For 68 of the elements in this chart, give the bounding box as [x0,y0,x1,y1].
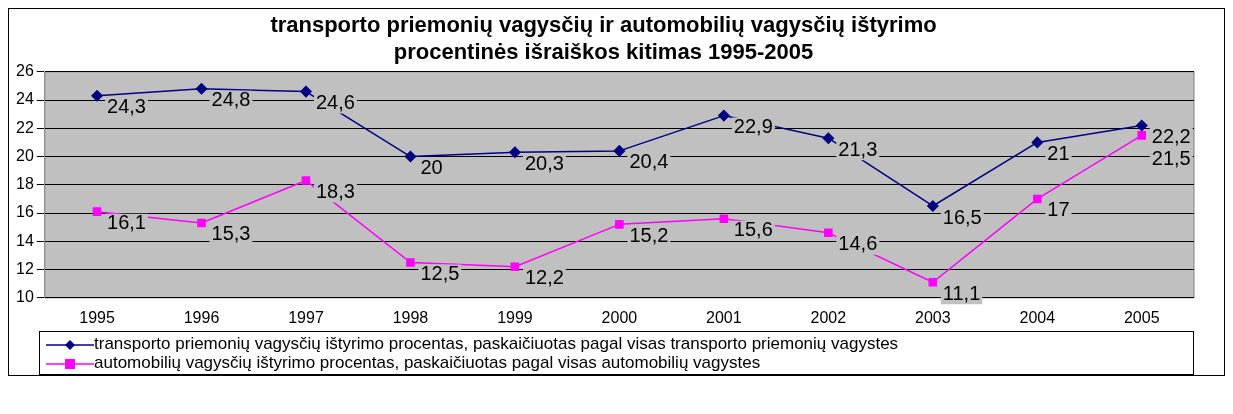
x-tick-label: 2005 [1123,308,1160,326]
legend-label: automobilių vagysčių ištyrimo procentas, paskaičiuotas pagal visas automobilių vagystes [94,353,761,372]
point [719,214,729,223]
data-label: 24,8 [211,88,251,111]
data-label: 22,2 [1151,124,1191,147]
data-label: 16,5 [942,205,982,228]
data-label: 21,3 [838,137,878,160]
data-label: 20,3 [524,151,564,174]
x-tick-label: 1996 [183,308,220,326]
point [1137,131,1147,140]
x-tick-label: 2001 [706,308,742,326]
data-label: 21,5 [1151,146,1191,169]
x-tick-label: 2002 [810,308,847,326]
point [822,132,835,144]
data-label: 15,6 [733,218,773,241]
point [1031,136,1044,149]
data-label: 21 [1047,141,1070,164]
x-tick-label: 1999 [497,308,533,326]
point [613,145,626,157]
point [300,85,312,98]
data-label: 15,2 [629,223,669,246]
data-label: 16,1 [107,211,146,234]
y-tick-label: 10 [16,288,34,306]
text: transporto priemonių vagysčių ir automobilių vagysčių ištyrimo [270,12,937,38]
data-label: 18,3 [315,180,355,203]
data-label: 20,4 [629,150,669,173]
y-tick-label: 16 [16,203,34,221]
point [824,228,833,238]
point [92,207,102,216]
point [195,83,208,95]
point [615,220,624,229]
x-tick-label: 1995 [79,308,115,326]
data-label: 12,5 [420,262,460,284]
data-label: 14,6 [838,232,878,255]
point [301,176,311,185]
point [91,90,103,102]
point [928,277,938,287]
legend-label: transporto priemonių vagysčių ištyrimo procentas, paskaičiuotas pagal visas transporto priemonių vagystes [94,334,899,353]
point [510,262,520,272]
y-tick-label: 22 [16,118,34,136]
point [404,150,417,163]
data-label: 24,3 [107,95,146,118]
point [718,109,730,122]
x-tick-label: 2004 [1019,308,1056,326]
y-tick-label: 18 [16,175,34,193]
x-tick-label: 1997 [288,308,324,326]
data-label: 20 [420,156,443,179]
data-label: 24,6 [315,91,355,114]
data-label: 22,9 [733,115,773,138]
text: procentinės išraiškos kitimas 1995-2005 [393,38,814,64]
y-tick-label: 26 [16,62,34,80]
data-label: 15,3 [211,222,251,245]
point [1033,194,1042,204]
point [927,200,939,212]
x-tick-label: 2000 [601,308,638,326]
y-tick-label: 14 [16,231,34,249]
x-tick-label: 1998 [392,308,429,326]
data-label: 11,1 [942,281,981,304]
y-tick-label: 12 [16,259,34,277]
point [406,258,415,267]
point [197,218,206,228]
data-label: 12,2 [524,266,564,289]
x-tick-label: 2003 [915,308,951,326]
data-label: 17 [1047,198,1070,221]
point [509,146,521,159]
point [1136,119,1148,132]
y-tick-label: 24 [16,90,34,108]
y-tick-label: 20 [16,146,34,164]
